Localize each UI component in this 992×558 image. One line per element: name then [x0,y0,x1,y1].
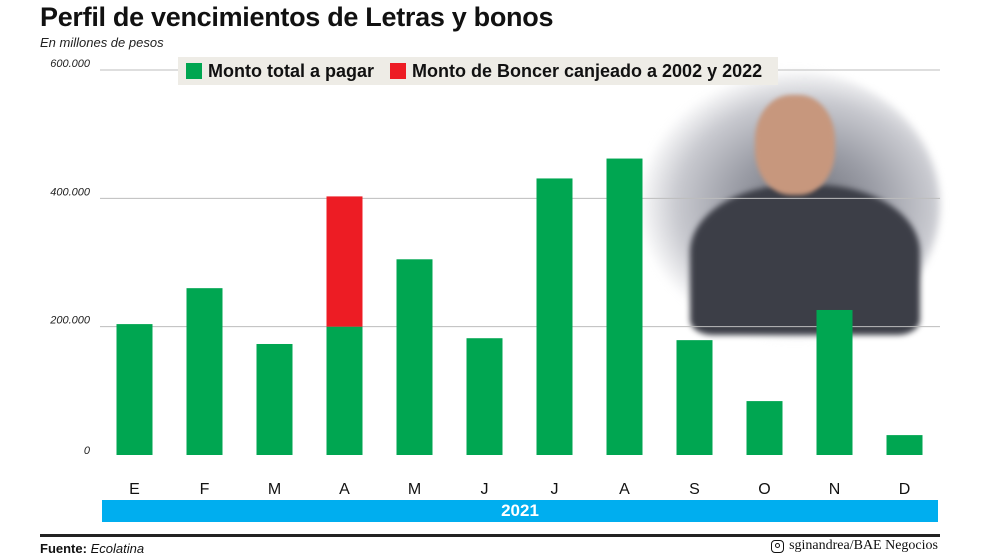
x-tick-label: J [481,481,489,498]
y-tick-label: 200.000 [49,315,91,327]
footer-rule [40,534,940,537]
bar-total [186,288,223,455]
instagram-icon [771,539,785,553]
chart-subtitle: En millones de pesos [40,35,164,50]
x-tick-label: F [200,481,210,498]
credit-text: sginandrea/BAE Negocios [789,538,938,553]
bar-total [256,343,293,455]
y-tick-label: 400.000 [50,186,91,198]
bar-total [536,178,573,456]
x-tick-label: N [829,481,841,498]
legend: Monto total a pagar Monto de Boncer canj… [178,57,779,85]
y-tick-label: 0 [84,445,91,457]
bar-total [326,326,363,455]
bar-total [746,401,783,455]
bar-total [606,158,643,456]
x-tick-label: O [758,481,770,498]
bar-total [466,338,503,455]
x-tick-label: M [268,481,281,498]
y-tick-label: 600.000 [50,58,91,70]
legend-swatch-red [390,63,406,79]
source-value: Ecolatina [90,541,145,556]
bar-total [676,340,713,455]
chart-title: Perfil de vencimientos de Letras y bonos [40,2,554,32]
bar-total [816,309,853,455]
bar-total [886,435,923,455]
x-tick-label: M [408,481,421,498]
bar-total [116,324,153,455]
source-label: Fuente: [40,541,87,556]
photo-figure [690,185,920,335]
year-band: 2021 [102,500,938,522]
bar-chart: 0 200.000 400.000 600.000 E F M A M J J A S O N D [49,58,940,498]
x-tick-label: J [551,481,559,498]
x-tick-label: A [339,481,350,498]
credit: sginandrea/BAE Negocios [771,538,938,554]
x-tick-label: S [689,481,700,498]
x-tick-label: E [129,481,140,498]
legend-label: Monto total a pagar [208,60,374,81]
bar-boncer [326,196,363,327]
legend-label: Monto de Boncer canjeado a 2002 y 2022 [412,60,763,81]
photo-face [755,95,835,195]
legend-item-boncer: Monto de Boncer canjeado a 2002 y 2022 [390,61,762,82]
bar-total [396,259,433,455]
x-tick-label: D [899,481,911,498]
x-tick-label: A [619,481,630,498]
legend-swatch-green [186,63,202,79]
legend-item-total: Monto total a pagar [186,61,374,82]
source-note: Fuente: Ecolatina [40,541,144,556]
